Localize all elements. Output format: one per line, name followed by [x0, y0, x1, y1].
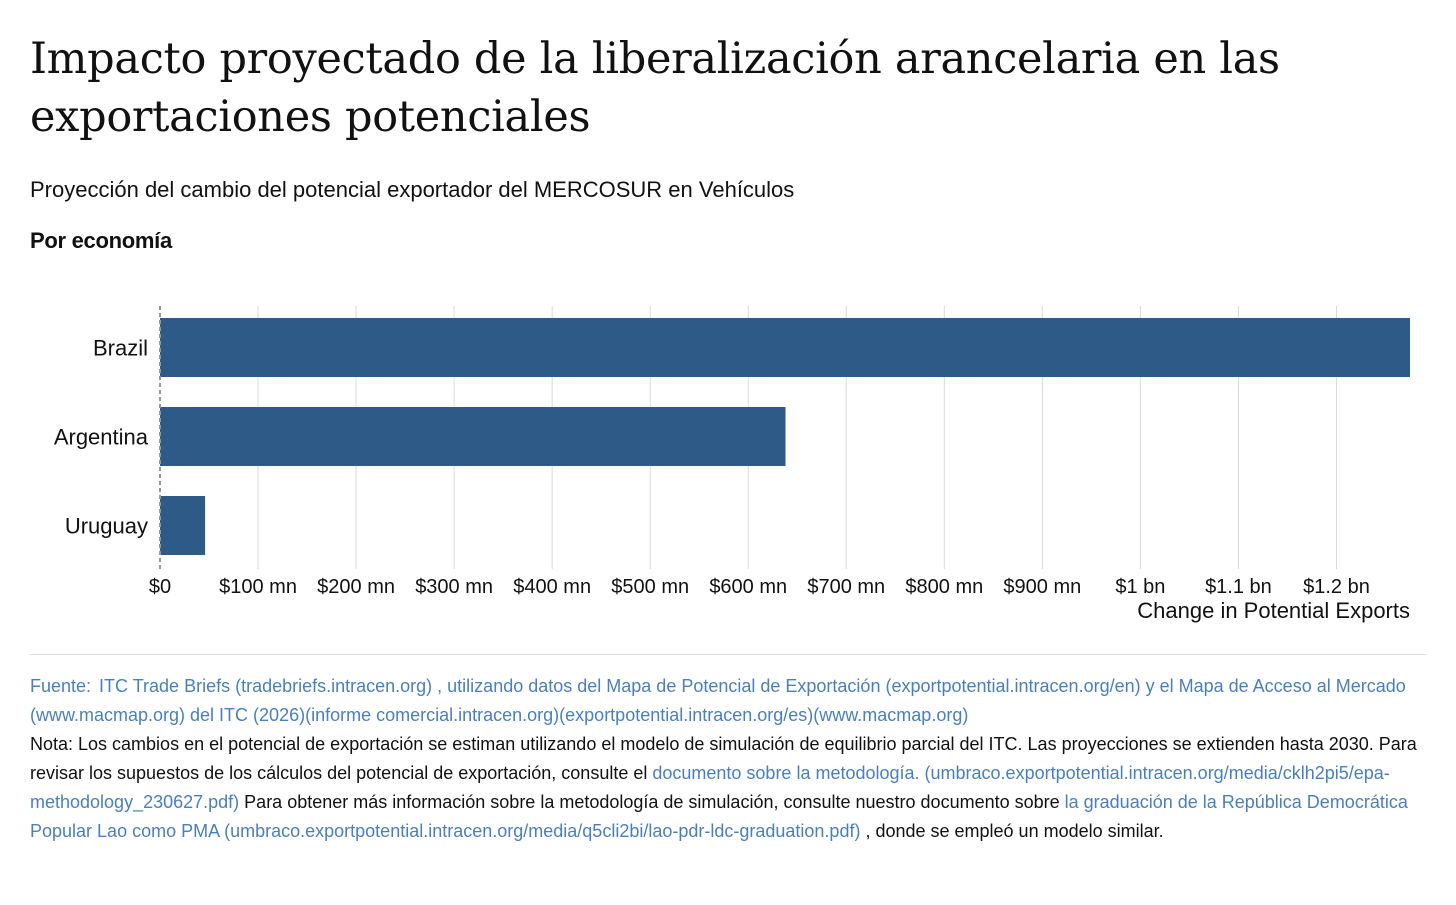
source-label: Fuente: [30, 676, 92, 696]
tick-label: $500 mn [611, 576, 689, 598]
source-link[interactable]: ITC Trade Briefs (tradebriefs.intracen.o… [30, 676, 1406, 725]
tick-label: $400 mn [513, 576, 591, 598]
category-label: Uruguay [65, 514, 148, 539]
category-labels: Brazil Argentina Uruguay [54, 336, 149, 539]
tick-label: $600 mn [709, 576, 787, 598]
note-text-2: Para obtener más información sobre la me… [239, 792, 1065, 812]
note-text-3: , donde se empleó un modelo similar. [860, 821, 1164, 841]
chart-title: Impacto proyectado de la liberalización … [30, 34, 1280, 142]
tick-label: $1 bn [1115, 576, 1165, 598]
category-label: Argentina [54, 425, 149, 450]
bar-argentina[interactable] [160, 407, 786, 466]
note-text-1: Nota: Los cambios en el potencial de exp… [30, 734, 1417, 783]
tick-label: $0 [149, 576, 171, 598]
chart-subtitle: Proyección del cambio del potencial expo… [30, 177, 795, 202]
bar-brazil[interactable] [160, 318, 1410, 377]
lao-graduation-link[interactable]: la graduación de la República Democrátic… [30, 792, 1408, 841]
tick-label: $200 mn [317, 576, 395, 598]
tick-label: $900 mn [1003, 576, 1081, 598]
tick-label: $800 mn [905, 576, 983, 598]
section-label: Por economía [30, 228, 172, 253]
tick-label: $1.2 bn [1303, 576, 1370, 598]
category-label: Brazil [93, 336, 148, 361]
note-paragraph: Nota: Los cambios en el potencial de exp… [30, 730, 1426, 846]
tick-label: $1.1 bn [1205, 576, 1272, 598]
bar-uruguay[interactable] [160, 496, 206, 555]
tick-label: $300 mn [415, 576, 493, 598]
tick-label: $700 mn [807, 576, 885, 598]
footer-divider [30, 654, 1426, 655]
tick-label: $100 mn [219, 576, 297, 598]
methodology-link[interactable]: documento sobre la metodología. (umbraco… [30, 763, 1390, 812]
x-axis-label: Change in Potential Exports [1137, 598, 1410, 623]
source-line: Fuente: ITC Trade Briefs (tradebriefs.int… [30, 672, 1426, 730]
tick-labels: $0 $100 mn $200 mn $300 mn $400 mn $500 mn $60… [149, 576, 1370, 598]
footer: Fuente: ITC Trade Briefs (tradebriefs.int… [30, 672, 1426, 846]
bars [160, 318, 1410, 555]
